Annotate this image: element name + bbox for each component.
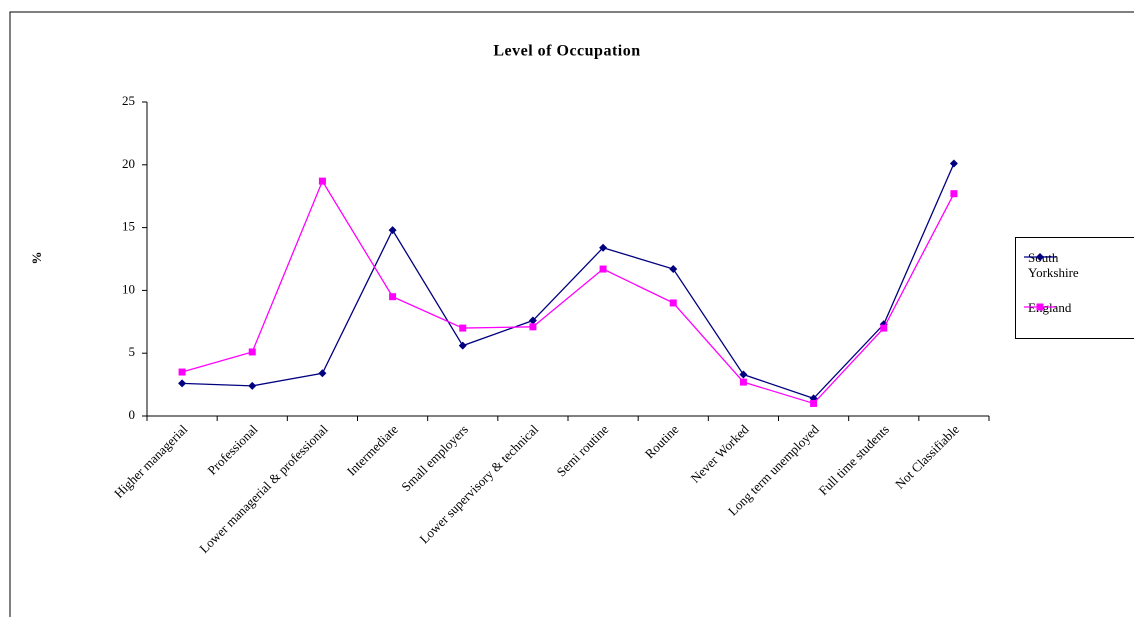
x-tick-label: Semi routine	[553, 421, 611, 479]
marker	[950, 190, 958, 198]
x-tick-label: Lower supervisory & technical	[416, 421, 541, 546]
x-tick-label: Never Worked	[688, 421, 752, 485]
series-line	[182, 163, 955, 400]
y-tick-label: 0	[129, 407, 136, 422]
marker	[528, 316, 537, 325]
marker	[178, 368, 186, 376]
marker	[739, 370, 748, 379]
legend-item: South Yorkshire	[1024, 250, 1088, 280]
y-tick-label: 15	[122, 219, 135, 234]
y-tick-label: 20	[122, 156, 135, 171]
legend-swatch	[1024, 253, 1056, 261]
marker	[389, 293, 397, 301]
marker	[599, 243, 608, 252]
x-tick-label: Routine	[642, 421, 682, 461]
legend: South Yorkshire England	[1015, 237, 1134, 339]
marker	[529, 323, 537, 331]
legend-item: England	[1024, 300, 1114, 315]
chart-title: Level of Occupation	[493, 43, 640, 60]
legend-marker	[1036, 253, 1044, 261]
legend-marker	[1036, 303, 1044, 311]
marker	[739, 378, 747, 386]
marker	[388, 226, 397, 235]
x-tick-label: Intermediate	[344, 421, 401, 478]
x-tick-label: Not Classifiable	[892, 421, 962, 491]
marker	[949, 159, 958, 168]
marker	[318, 369, 327, 378]
y-tick-label: 10	[122, 281, 135, 296]
marker	[459, 324, 467, 332]
x-tick-label: Professional	[204, 421, 260, 477]
x-tick-label: Lower managerial & professional	[196, 421, 331, 556]
marker	[810, 399, 818, 407]
y-tick-label: 5	[129, 344, 136, 359]
marker	[669, 299, 677, 307]
marker	[178, 379, 187, 388]
legend-swatch	[1024, 303, 1056, 311]
chart-frame	[9, 11, 1134, 617]
y-tick-label: 25	[122, 93, 135, 108]
marker	[880, 324, 888, 332]
legend-label: South Yorkshire	[1028, 250, 1079, 280]
series-line	[181, 179, 955, 405]
x-tick-label: Full time students	[815, 422, 891, 498]
marker	[318, 177, 326, 185]
marker	[248, 348, 256, 356]
marker	[599, 265, 607, 273]
y-axis-label: %	[29, 252, 44, 265]
marker	[248, 381, 257, 390]
x-tick-label: Higher managerial	[111, 421, 191, 501]
x-tick-label: Small employers	[398, 422, 471, 495]
marker	[669, 265, 678, 274]
marker	[458, 341, 467, 350]
